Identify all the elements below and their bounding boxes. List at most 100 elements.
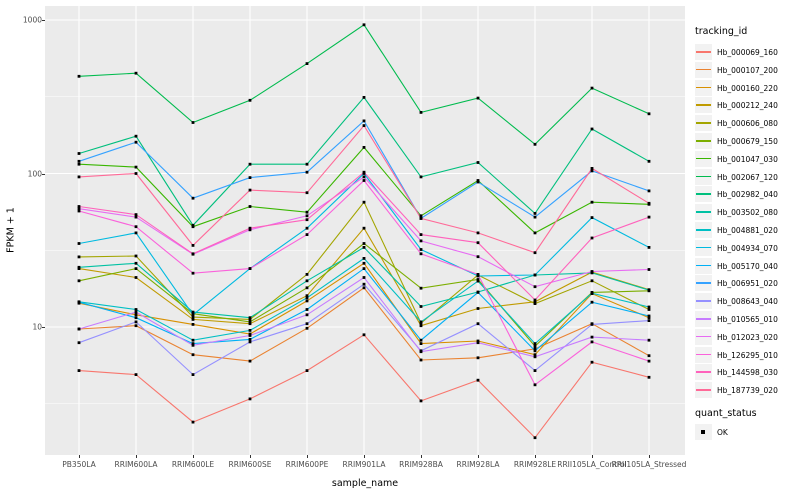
legend-key [695,150,712,167]
data-point [647,338,651,342]
data-point [533,342,537,345]
data-point [305,218,309,222]
data-point [305,322,309,326]
data-point [77,242,81,245]
legend-label: Hb_126295_010 [717,350,778,360]
legend-key [695,168,712,185]
legend-key-line-icon [696,300,711,302]
data-point [419,338,423,342]
data-point [419,320,423,324]
data-point [533,344,537,348]
plot-panel [45,6,685,455]
legend-key-line-icon [696,86,711,89]
data-point [191,225,195,229]
legend-key-line-icon [696,122,711,124]
data-point [134,267,138,270]
data-point [362,242,366,245]
legend-label: Hb_010565_010 [717,315,778,324]
data-point [362,179,366,182]
data-point [248,332,252,336]
legend-key [695,222,712,238]
data-point [191,338,195,342]
legend-key [695,133,712,149]
data-point [533,300,537,304]
legend-key-line-icon [696,282,711,284]
data-point [476,273,480,276]
x-tick-label-RRIM600SE: RRIM600SE [228,460,272,469]
legend-title-tracking-id: tracking_id [695,26,748,37]
data-point [419,233,423,236]
data-point [533,231,537,235]
data-point [305,313,309,317]
data-point [647,189,651,193]
data-point [134,276,138,279]
data-point [134,231,138,235]
data-point [134,134,138,138]
data-point [191,196,195,200]
data-point [362,257,366,260]
data-point [134,261,138,265]
data-point [476,279,480,283]
data-point [134,215,138,219]
data-point [362,226,366,230]
x-tick-label-RRIM928LA: RRIM928LA [456,460,500,469]
quant-ok-label: OK [717,428,728,437]
data-point [647,215,651,219]
x-tick-mark [136,455,137,458]
legend-label: Hb_004934_070 [717,243,778,253]
data-point [533,353,537,357]
data-point [305,369,309,372]
legend-label: Hb_008643_040 [717,297,778,307]
data-point [590,216,594,219]
data-point [476,179,480,182]
data-point [362,261,366,265]
data-point [647,112,651,116]
data-point [134,254,138,258]
data-point [77,209,81,213]
data-point [647,308,651,311]
legend-key-line-icon [696,140,711,142]
legend-key [695,328,712,345]
y-tick-label: 1000 [22,15,42,25]
x-tick-label-RRIM928LE: RRIM928LE [513,460,557,469]
data-point [77,327,81,331]
y-tick-mark [42,173,45,175]
data-point [248,162,252,166]
data-point [476,180,480,184]
data-point [248,329,252,332]
data-point [533,215,537,219]
data-point [305,296,309,300]
x-tick-label-RRIM600PE: RRIM600PE [285,460,329,469]
data-point [476,339,480,343]
legend-key-line-icon [696,51,711,53]
legend-key-line-icon [696,104,711,106]
data-point [419,239,423,243]
data-point [533,302,537,305]
data-point [248,397,252,401]
data-point [305,286,309,290]
data-point [533,251,537,255]
data-point [191,373,195,376]
data-point [647,246,651,249]
data-point [419,399,423,403]
data-point [305,226,309,230]
legend-label: Hb_000160_220 [717,83,778,93]
legend-label: Hb_006951_020 [717,279,778,289]
legend-label: Hb_000069_160 [717,48,778,57]
data-point [590,279,594,283]
x-tick-label-RRII105LA_Stressed: RRII105LA_Stressed [611,460,687,469]
data-point [77,175,81,179]
data-point [191,223,195,227]
data-point [248,334,252,337]
legend-label: Hb_003502_080 [717,208,778,218]
data-point [647,375,651,379]
data-point [590,270,594,273]
data-point [191,252,195,256]
data-point [647,159,651,163]
data-point [305,210,309,214]
data-point [305,162,309,166]
data-point [362,23,366,27]
data-point [419,248,423,251]
x-tick-mark [421,455,422,458]
